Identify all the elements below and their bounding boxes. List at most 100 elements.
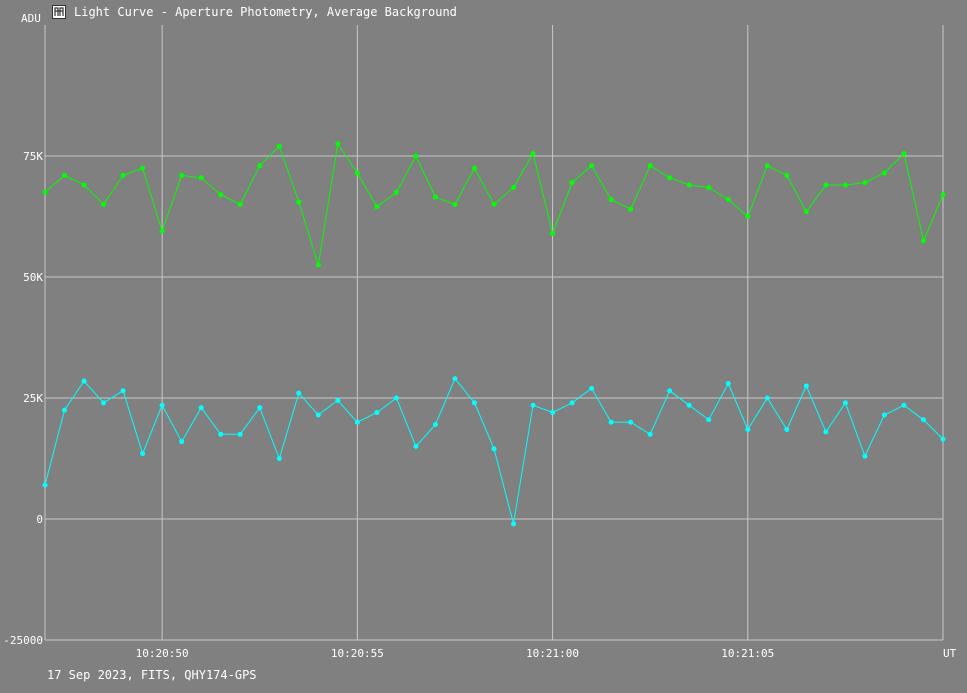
data-point [901, 151, 907, 157]
data-point [706, 184, 712, 190]
data-point [374, 410, 380, 416]
y-tick-label: 75K [23, 150, 43, 163]
data-point [589, 385, 595, 391]
data-point [276, 456, 282, 461]
data-point [81, 182, 87, 188]
data-point [628, 419, 634, 425]
data-point [218, 192, 224, 198]
data-point [842, 182, 848, 188]
app-icon-glyph [54, 7, 64, 16]
axis-labels: ADU UT 75K 50K 25K 0 -25000 10:20:50 10:20:55 1… [3, 12, 956, 660]
data-point [101, 400, 107, 406]
data-point [511, 521, 517, 527]
data-point [413, 443, 419, 449]
data-point [198, 405, 204, 411]
data-point [218, 431, 224, 437]
data-point [823, 429, 829, 435]
data-point [725, 380, 731, 386]
data-point [920, 417, 926, 423]
data-point [940, 192, 946, 198]
data-point [764, 163, 770, 169]
data-point [686, 182, 692, 188]
data-point [393, 395, 399, 401]
data-point [784, 426, 790, 432]
x-tick-label: 10:20:50 [136, 647, 189, 660]
data-point [237, 431, 243, 437]
data-point [920, 238, 926, 244]
x-tick-label: 10:21:05 [721, 647, 774, 660]
data-point [569, 180, 575, 186]
data-point [159, 402, 165, 408]
data-point [471, 400, 477, 406]
data-point [42, 482, 48, 488]
data-point [354, 419, 360, 425]
data-point [745, 214, 751, 219]
data-point [335, 397, 341, 403]
data-point [101, 201, 107, 207]
data-point [862, 180, 868, 186]
data-point [667, 388, 673, 394]
data-point [42, 189, 48, 195]
data-point [179, 172, 185, 178]
data-point [530, 151, 536, 157]
data-point [706, 417, 712, 423]
data-point [745, 426, 751, 432]
window-title: Light Curve - Aperture Photometry, Avera… [74, 5, 457, 19]
data-point [901, 402, 907, 408]
data-point [550, 410, 556, 416]
data-point [530, 402, 536, 408]
data-point [550, 230, 556, 236]
data-point [842, 400, 848, 406]
data-point [62, 172, 68, 178]
data-point [471, 165, 477, 171]
data-point [413, 153, 419, 159]
data-point [120, 172, 126, 178]
series-layer [42, 141, 946, 527]
y-tick-label: 25K [23, 392, 43, 405]
data-point [491, 446, 497, 452]
data-point [315, 412, 321, 418]
data-point [452, 201, 458, 207]
data-point [296, 199, 302, 205]
data-point [764, 395, 770, 401]
data-point [628, 206, 634, 212]
data-point [686, 402, 692, 408]
x-tick-label: 10:20:55 [331, 647, 384, 660]
data-point [120, 388, 126, 394]
data-point [862, 453, 868, 459]
data-point [667, 175, 673, 181]
data-point [62, 407, 68, 413]
data-point [140, 165, 146, 171]
data-point [725, 197, 731, 203]
x-tick-label: 10:21:00 [526, 647, 579, 660]
data-point [354, 170, 360, 176]
data-point [432, 194, 438, 200]
data-point [589, 163, 595, 169]
data-point [374, 204, 380, 210]
data-point [452, 376, 458, 382]
data-point [81, 378, 87, 384]
app-icon[interactable] [52, 5, 66, 19]
data-point [608, 419, 614, 425]
data-point [257, 405, 263, 411]
data-point [647, 163, 653, 169]
data-point [335, 141, 341, 147]
data-point [315, 262, 321, 268]
data-point [296, 390, 302, 396]
data-point [784, 172, 790, 178]
data-point [198, 175, 204, 181]
data-point [940, 436, 946, 442]
data-point [569, 400, 575, 406]
data-point [608, 197, 614, 203]
data-point [432, 422, 438, 428]
data-point [803, 383, 809, 389]
data-point [237, 201, 243, 207]
data-point [803, 209, 809, 215]
y-tick-label: -25000 [3, 634, 43, 647]
data-point [179, 439, 185, 445]
data-point [159, 228, 165, 234]
y-tick-label: 50K [23, 271, 43, 284]
data-point [647, 431, 653, 437]
data-point [140, 451, 146, 457]
data-point [491, 201, 497, 207]
